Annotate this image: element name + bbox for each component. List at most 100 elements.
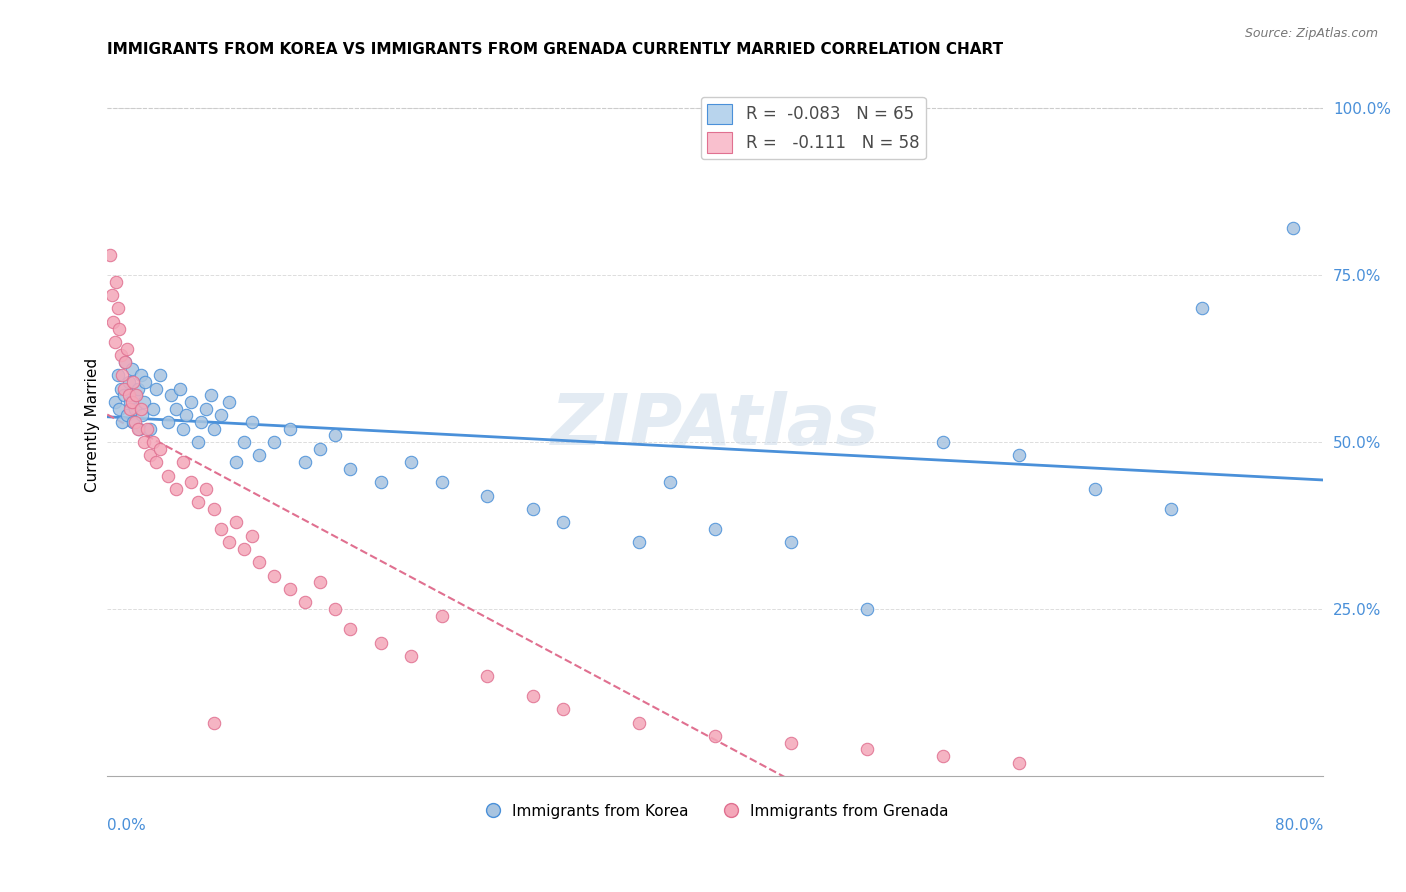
Point	[172, 422, 194, 436]
Point	[628, 715, 651, 730]
Point	[233, 541, 256, 556]
Point	[209, 522, 232, 536]
Point	[278, 422, 301, 436]
Point	[704, 522, 727, 536]
Point	[263, 568, 285, 582]
Point	[121, 361, 143, 376]
Point	[149, 368, 172, 383]
Point	[477, 489, 499, 503]
Point	[107, 301, 129, 316]
Point	[240, 415, 263, 429]
Point	[115, 409, 138, 423]
Point	[112, 388, 135, 402]
Point	[218, 395, 240, 409]
Point	[628, 535, 651, 549]
Point	[114, 355, 136, 369]
Point	[209, 409, 232, 423]
Point	[263, 435, 285, 450]
Point	[128, 422, 150, 436]
Point	[105, 275, 128, 289]
Point	[149, 442, 172, 456]
Text: ZIPAtlas: ZIPAtlas	[551, 391, 880, 460]
Point	[477, 669, 499, 683]
Point	[108, 401, 131, 416]
Point	[1008, 756, 1031, 770]
Point	[780, 535, 803, 549]
Point	[247, 555, 270, 569]
Point	[780, 736, 803, 750]
Point	[125, 388, 148, 402]
Point	[522, 689, 544, 703]
Point	[187, 495, 209, 509]
Point	[157, 415, 180, 429]
Point	[134, 375, 156, 389]
Point	[195, 482, 218, 496]
Point	[112, 382, 135, 396]
Point	[125, 388, 148, 402]
Point	[135, 422, 157, 436]
Point	[202, 422, 225, 436]
Point	[117, 388, 139, 402]
Point	[174, 409, 197, 423]
Point	[129, 401, 152, 416]
Point	[180, 395, 202, 409]
Point	[1160, 502, 1182, 516]
Point	[98, 248, 121, 262]
Point	[704, 729, 727, 743]
Point	[127, 382, 149, 396]
Point	[103, 315, 125, 329]
Point	[932, 435, 955, 450]
Point	[180, 475, 202, 490]
Text: Source: ZipAtlas.com: Source: ZipAtlas.com	[1244, 27, 1378, 40]
Point	[132, 395, 155, 409]
Point	[339, 622, 361, 636]
Point	[145, 455, 167, 469]
Point	[145, 382, 167, 396]
Point	[115, 342, 138, 356]
Point	[118, 395, 141, 409]
Point	[111, 415, 134, 429]
Y-axis label: Currently Married: Currently Married	[86, 359, 100, 492]
Point	[118, 401, 141, 416]
Point	[294, 595, 316, 609]
Point	[121, 395, 143, 409]
Point	[233, 435, 256, 450]
Point	[200, 388, 222, 402]
Point	[1084, 482, 1107, 496]
Point	[309, 442, 332, 456]
Point	[309, 575, 332, 590]
Point	[430, 475, 453, 490]
Point	[195, 401, 218, 416]
Point	[110, 348, 132, 362]
Point	[122, 415, 145, 429]
Point	[553, 702, 575, 716]
Point	[399, 455, 422, 469]
Point	[139, 449, 162, 463]
Point	[124, 401, 146, 416]
Point	[127, 422, 149, 436]
Point	[225, 516, 247, 530]
Point	[122, 375, 145, 389]
Point	[160, 388, 183, 402]
Point	[110, 382, 132, 396]
Point	[142, 435, 165, 450]
Point	[187, 435, 209, 450]
Point	[202, 715, 225, 730]
Point	[932, 749, 955, 764]
Point	[218, 535, 240, 549]
Point	[553, 516, 575, 530]
Point	[169, 382, 191, 396]
Point	[658, 475, 681, 490]
Point	[129, 368, 152, 383]
Text: 80.0%: 80.0%	[1275, 818, 1323, 833]
Point	[142, 401, 165, 416]
Point	[370, 635, 392, 649]
Point	[225, 455, 247, 469]
Point	[1191, 301, 1213, 316]
Point	[124, 415, 146, 429]
Point	[108, 321, 131, 335]
Point	[294, 455, 316, 469]
Point	[104, 395, 127, 409]
Point	[856, 742, 879, 756]
Point	[117, 375, 139, 389]
